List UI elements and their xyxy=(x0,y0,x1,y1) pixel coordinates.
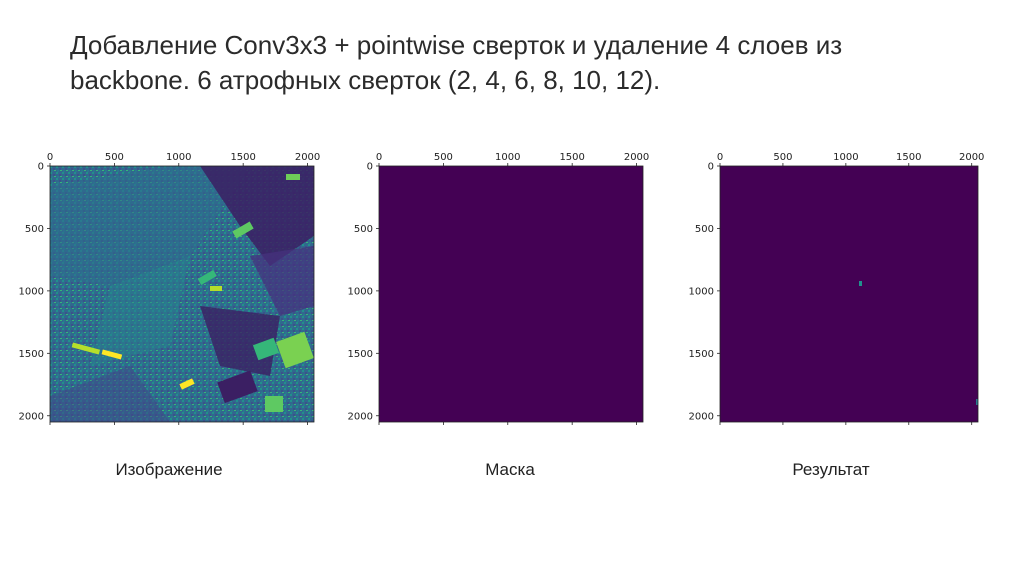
x-tick-label: 1000 xyxy=(495,152,520,163)
y-tick-label: 2000 xyxy=(19,411,44,422)
plot-frame xyxy=(378,165,644,423)
slide-title: Добавление Conv3x3 + pointwise сверток и… xyxy=(70,28,990,98)
mask-panel: 0 500 1000 1500 2000 0 500 1000 1500 2000 xyxy=(348,144,649,444)
x-tick-label: 500 xyxy=(105,152,124,163)
x-tick-label: 1000 xyxy=(166,152,191,163)
x-tick-label: 2000 xyxy=(624,152,649,163)
plot-frame xyxy=(49,165,315,423)
y-tick-label: 1000 xyxy=(689,286,714,297)
image-plot: 0 500 1000 1500 2000 0 500 1000 1500 2000 xyxy=(19,152,320,425)
x-tick-label: 2000 xyxy=(295,152,320,163)
x-tick-label: 1500 xyxy=(896,152,921,163)
y-tick-label: 1500 xyxy=(19,349,44,360)
x-tick-label: 1500 xyxy=(559,152,584,163)
y-tick-label: 0 xyxy=(38,162,44,173)
plot-frame xyxy=(719,165,979,423)
y-tick-label: 500 xyxy=(25,224,44,235)
mask-plot: 0 500 1000 1500 2000 0 500 1000 1500 2000 xyxy=(348,152,649,425)
result-plot: 0 500 1000 1500 2000 0 500 1000 1500 2000 xyxy=(689,152,984,425)
y-tick-label: 1000 xyxy=(348,286,373,297)
mask-image xyxy=(379,166,643,422)
x-tick-label: 500 xyxy=(434,152,453,163)
y-tick-label: 2000 xyxy=(348,411,373,422)
x-tick-label: 2000 xyxy=(959,152,984,163)
result-panel: 0 500 1000 1500 2000 0 500 1000 1500 2000 xyxy=(689,144,990,444)
x-tick-label: 500 xyxy=(773,152,792,163)
result-image xyxy=(720,166,978,422)
image-caption: Изображение xyxy=(115,460,223,479)
x-tick-label: 1500 xyxy=(230,152,255,163)
y-tick-label: 0 xyxy=(367,162,373,173)
y-tick-label: 0 xyxy=(708,162,714,173)
y-tick-label: 500 xyxy=(695,224,714,235)
slide-title-line-2: backbone. 6 атрофных сверток (2, 4, 6, 8… xyxy=(70,65,661,95)
y-tick-label: 1500 xyxy=(689,349,714,360)
result-caption: Результат xyxy=(792,460,870,479)
x-tick-label: 0 xyxy=(376,152,382,163)
x-tick-label: 0 xyxy=(717,152,723,163)
y-tick-label: 500 xyxy=(354,224,373,235)
y-tick-label: 2000 xyxy=(689,411,714,422)
y-tick-label: 1000 xyxy=(19,286,44,297)
y-tick-label: 1500 xyxy=(348,349,373,360)
image-panel: 0 500 1000 1500 2000 0 500 1000 1500 2000 xyxy=(19,144,320,444)
mask-caption: Маска xyxy=(485,460,535,479)
x-tick-label: 1000 xyxy=(833,152,858,163)
x-tick-label: 0 xyxy=(47,152,53,163)
slide-title-line-1: Добавление Conv3x3 + pointwise сверток и… xyxy=(70,30,843,60)
